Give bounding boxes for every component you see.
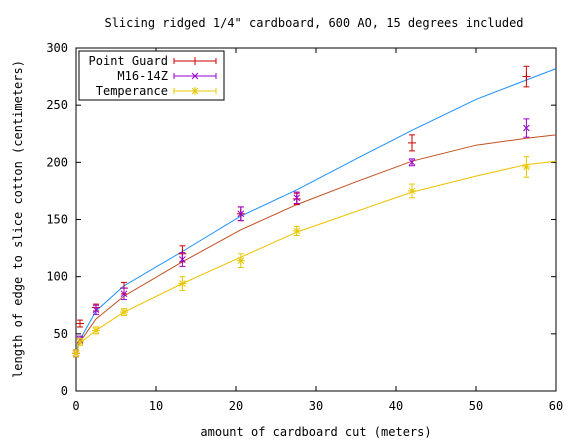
legend-label: M16-14Z [117, 69, 168, 83]
y-axis-label: length of edge to slice cotton (centimet… [11, 60, 25, 378]
data-marker [408, 158, 416, 166]
x-tick-label: 30 [309, 399, 323, 413]
data-marker [120, 290, 128, 298]
chart-title: Slicing ridged 1/4" cardboard, 600 AO, 1… [104, 16, 523, 30]
legend-marker [191, 72, 199, 80]
data-marker [179, 256, 186, 263]
x-tick-label: 50 [469, 399, 483, 413]
data-marker [92, 306, 100, 314]
fit-curves [75, 68, 557, 354]
data-marker [293, 227, 301, 235]
y-tick-label: 150 [46, 213, 68, 227]
data-marker [237, 210, 245, 218]
fit-curve-2 [75, 160, 557, 354]
y-tick-label: 100 [46, 270, 68, 284]
x-tick-label: 10 [149, 399, 163, 413]
x-axis-label: amount of cardboard cut (meters) [200, 425, 431, 439]
data-points [72, 65, 531, 358]
data-marker [92, 327, 100, 334]
y-tick-label: 300 [46, 41, 68, 55]
data-marker [523, 163, 530, 171]
x-tick-label: 0 [72, 399, 79, 413]
data-marker [120, 308, 128, 316]
data-marker [72, 349, 80, 357]
x-tick-label: 20 [229, 399, 243, 413]
y-tick-label: 200 [46, 155, 68, 169]
y-tick-label: 50 [54, 327, 68, 341]
fit-curve-1 [75, 68, 557, 354]
y-tick-label: 250 [46, 98, 68, 112]
data-marker [523, 124, 530, 132]
y-tick-label: 0 [61, 384, 68, 398]
data-marker [76, 338, 84, 346]
legend-label: Point Guard [89, 54, 168, 68]
legend-label: Temperance [96, 84, 168, 98]
data-marker [293, 194, 301, 202]
x-tick-label: 40 [389, 399, 403, 413]
data-marker [237, 257, 245, 265]
data-marker [408, 187, 416, 195]
legend-marker [191, 87, 199, 95]
data-marker [179, 280, 186, 287]
x-tick-label: 60 [549, 399, 563, 413]
axis-ticks: 0 10 20 30 40 50 60 0 50 100 150 200 250 300 [46, 41, 563, 413]
fit-curve-0 [75, 134, 557, 354]
